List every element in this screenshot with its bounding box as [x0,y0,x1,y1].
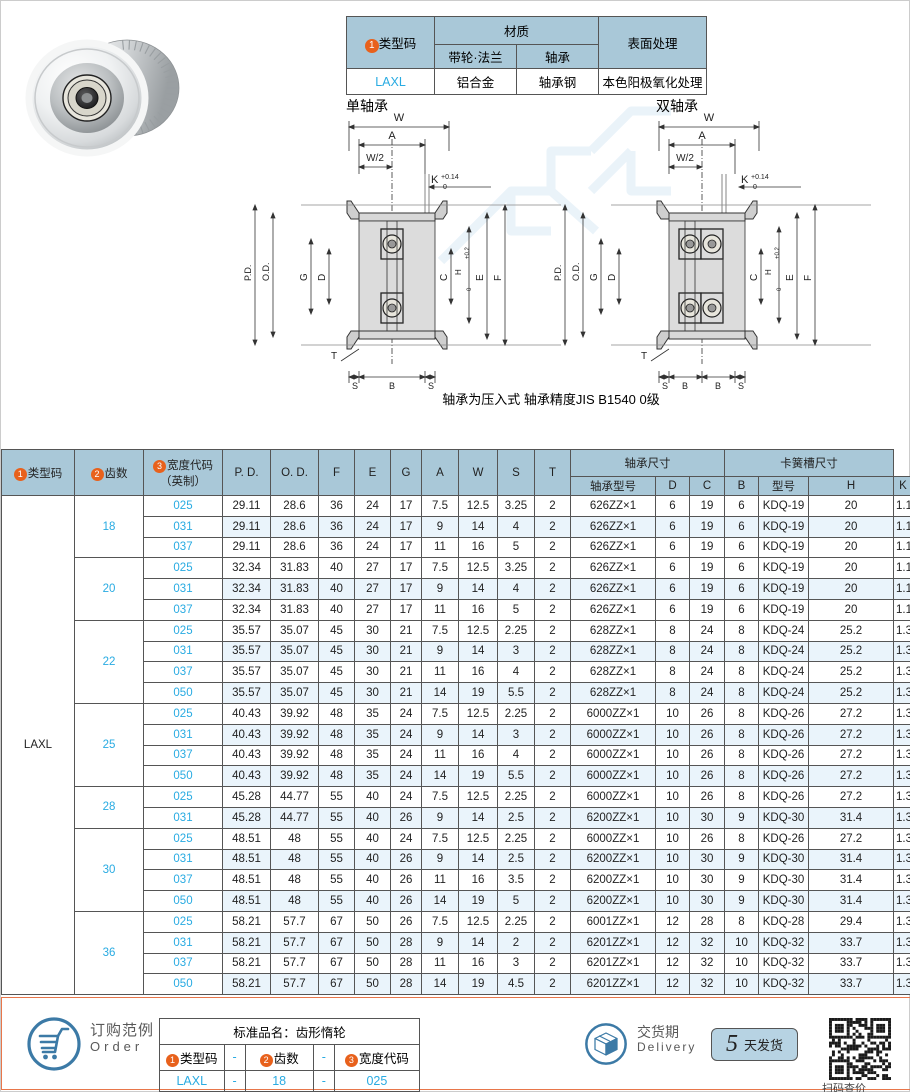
svg-text:B: B [682,381,688,391]
svg-text:K: K [741,174,749,186]
svg-text:D: D [607,274,618,281]
svg-text:T: T [641,351,647,362]
svg-text:C: C [749,274,760,281]
svg-text:E: E [475,274,486,281]
svg-text:W/2: W/2 [366,153,384,164]
svg-text:+0.14: +0.14 [751,174,769,181]
svg-text:C: C [439,274,450,281]
svg-text:O.D.: O.D. [571,262,581,281]
svg-text:F: F [803,275,814,281]
svg-text:W: W [394,112,405,124]
svg-text:0: 0 [467,287,473,291]
svg-text:0: 0 [753,184,757,191]
svg-text:S: S [662,381,668,391]
svg-text:H: H [764,269,773,275]
svg-text:W/2: W/2 [676,153,694,164]
svg-text:+0.2: +0.2 [775,246,781,259]
svg-text:W: W [704,112,715,124]
svg-text:T: T [331,351,337,362]
svg-text:H: H [454,269,463,275]
svg-text:F: F [493,275,504,281]
svg-text:G: G [589,273,600,281]
svg-text:0: 0 [777,287,783,291]
svg-text:+0.2: +0.2 [465,246,471,259]
svg-text:E: E [785,274,796,281]
svg-text:K: K [431,174,439,186]
svg-text:+0.14: +0.14 [441,174,459,181]
svg-text:0: 0 [443,184,447,191]
svg-text:S: S [738,381,744,391]
svg-text:D: D [317,274,328,281]
svg-text:P.D.: P.D. [553,265,563,281]
svg-text:O.D.: O.D. [261,262,271,281]
svg-text:G: G [299,273,310,281]
svg-text:B: B [715,381,721,391]
svg-text:P.D.: P.D. [243,265,253,281]
